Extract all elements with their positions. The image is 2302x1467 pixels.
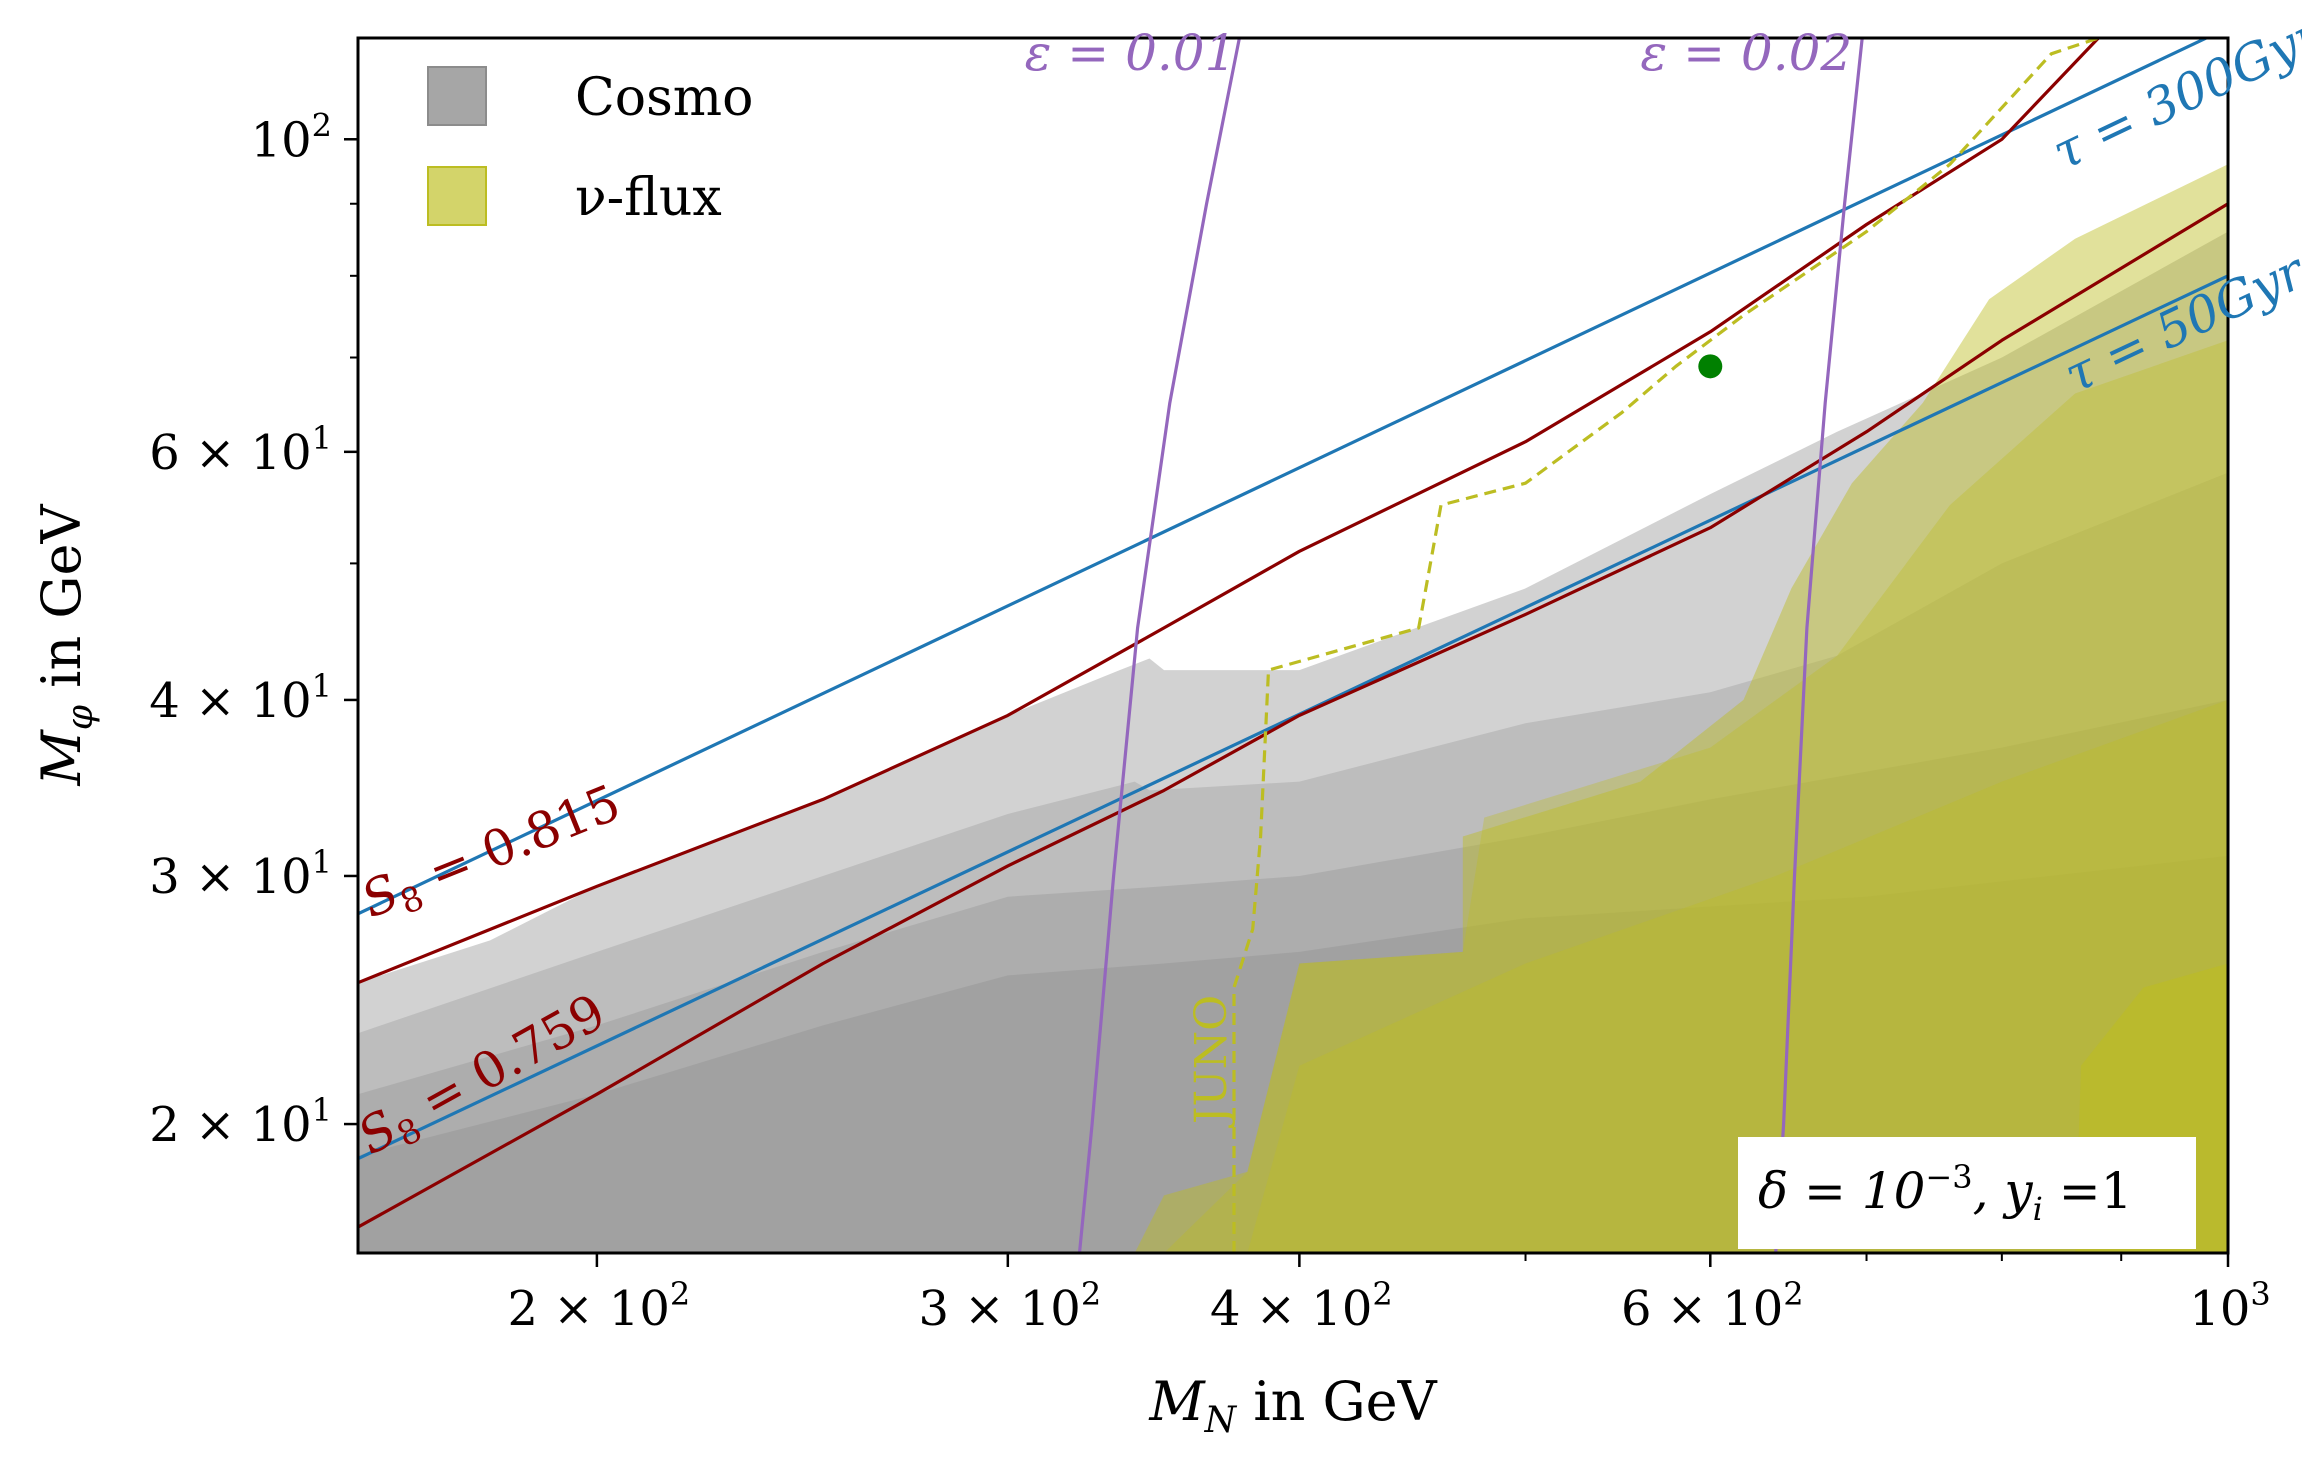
- y-tick-label-30: 3 × 101: [149, 843, 332, 905]
- parameter-box-text: δ = 10−3, yi =1: [1758, 1158, 2132, 1228]
- curve-0-01: [1077, 38, 1241, 1253]
- plot-frame: [356, 36, 2230, 1255]
- parameter-box-background: [1738, 1137, 2196, 1249]
- label-0-02: ε = 0.02: [1640, 24, 1852, 82]
- nu-flux-region-level-1: [1134, 164, 2228, 1253]
- legend-label-cosmo: Cosmo: [575, 68, 753, 128]
- x-axis-label: MN in GeV: [1148, 1370, 1437, 1441]
- curves: [358, 38, 2228, 1253]
- curve-s8-0-759: [358, 202, 2228, 1229]
- legend-label-nu-flux: ν-flux: [575, 168, 722, 228]
- label-300gyrs: τ = 300Gyrs: [2044, 0, 2302, 182]
- curve-0-02: [1774, 38, 1864, 1253]
- x-tick-label-300: 3 × 102: [918, 1275, 1101, 1337]
- x-tick-label-1000: 103: [2189, 1275, 2270, 1337]
- marker-layer: [1698, 354, 1723, 379]
- y-tick-label-20: 2 × 101: [149, 1091, 332, 1153]
- x-tick-label-600: 6 × 102: [1621, 1275, 1804, 1337]
- cosmo-region-level-3: [358, 699, 2228, 1253]
- nu-flux-region-level-3: [1247, 699, 2228, 1253]
- curve-300gyrs: [358, 38, 2210, 916]
- y-axis-label: Mφ in GeV: [30, 504, 101, 787]
- y-tick-label-40: 4 × 101: [149, 667, 332, 729]
- legend-swatch-cosmo: [427, 66, 487, 126]
- nu-flux-region-level-2: [1164, 340, 2228, 1253]
- cosmo-region-level-2: [358, 472, 2228, 1253]
- legend: Cosmo ν-flux: [427, 66, 753, 228]
- x-tick-label-200: 2 × 102: [508, 1275, 691, 1337]
- parameter-box: δ = 10−3, yi =1: [1738, 1137, 2196, 1249]
- label-0-01: ε = 0.01: [1025, 24, 1237, 82]
- benchmark-point-marker: [1698, 354, 1723, 379]
- y-tick-label-100: 102: [251, 106, 332, 168]
- label-juno: JUNO: [1186, 995, 1237, 1128]
- cosmo-region-level-1: [358, 231, 2228, 1253]
- x-tick-label-400: 4 × 102: [1210, 1275, 1393, 1337]
- axis-ticks: 2 × 102 3 × 102 4 × 102 6 × 102 103 2 × 101 3 …: [149, 106, 2270, 1337]
- legend-swatch-nu-flux: [427, 166, 487, 226]
- y-tick-label-60: 6 × 101: [149, 419, 332, 481]
- curve-juno: [1232, 38, 2099, 1253]
- shaded-regions: [358, 164, 2228, 1253]
